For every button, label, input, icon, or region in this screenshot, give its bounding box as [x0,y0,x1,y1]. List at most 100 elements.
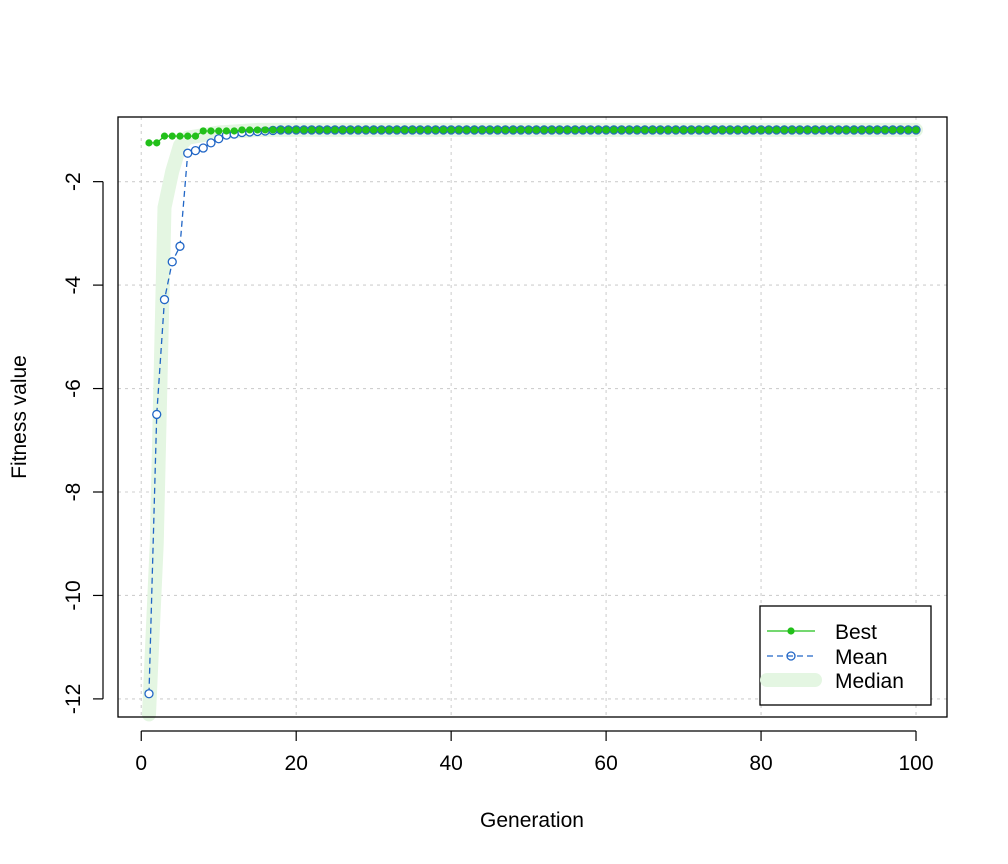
best-point [416,126,424,134]
best-point [246,126,254,134]
best-point [370,126,378,134]
best-point [633,126,641,134]
x-tick-label: 20 [285,752,308,775]
best-point [726,126,734,134]
best-point [896,126,905,134]
mean-point [167,257,177,267]
x-tick-label: 100 [898,752,933,775]
best-point [346,126,355,134]
best-point [222,127,231,135]
best-point [842,126,850,134]
best-point [300,126,308,134]
best-point [532,126,540,134]
best-point [695,126,703,134]
legend-best-label: Best [835,621,877,644]
best-point [757,126,765,134]
best-point [780,126,788,134]
best-series [145,126,920,147]
best-point [408,126,417,134]
best-point [610,126,618,134]
x-tick-label: 60 [594,752,617,775]
best-point [191,132,200,140]
best-point [579,126,587,134]
y-tick-label: -12 [62,684,85,714]
best-point [889,126,897,134]
best-point [703,126,711,134]
best-point [912,126,920,134]
best-point [284,126,293,134]
best-point [261,126,269,134]
best-point [664,126,672,134]
legend-mean-label: Mean [835,646,888,669]
best-point [679,126,688,134]
best-line [148,129,917,144]
best-point [556,126,564,134]
best-point [308,126,316,134]
best-point [772,126,781,134]
best-point [176,132,184,140]
mean-point [144,689,154,699]
best-point [819,126,827,134]
best-point [710,126,719,134]
best-point [602,126,610,134]
best-point [362,126,370,134]
y-tick-label: -10 [62,580,85,610]
best-point [540,126,548,134]
mean-point [190,145,201,156]
best-point [292,126,300,134]
best-point [587,126,595,134]
best-point [625,126,633,134]
best-point [734,126,742,134]
best-point [393,126,401,134]
y-tick-label: -6 [62,379,85,398]
mean-point [198,143,208,153]
best-point [424,126,432,134]
best-point [501,126,509,134]
best-point [447,126,455,134]
legend: Best Mean Median [759,605,932,706]
best-point [687,126,695,134]
best-point [215,127,223,135]
y-axis: -12 -10 -8 -6 -4 -2 [62,172,104,714]
y-axis-label: Fitness value [8,355,31,479]
best-point [160,132,169,140]
best-point [858,126,866,134]
best-point [439,126,448,134]
best-point [277,126,285,134]
best-point [904,126,912,134]
best-point [478,126,486,134]
best-point [749,126,757,134]
best-point [865,126,874,134]
best-point [269,126,277,134]
best-point [672,126,680,134]
best-point [617,126,626,134]
best-point [377,126,386,134]
best-point [463,126,471,134]
best-point [796,126,804,134]
best-point [827,126,835,134]
best-point [517,126,525,134]
plot-frame [117,116,948,718]
mean-point [206,138,216,148]
mean-point [152,409,162,420]
best-point [509,126,517,134]
best-point [486,126,494,134]
best-point [153,139,161,147]
legend-best-marker [787,627,795,635]
legend-median-label: Median [835,670,904,693]
mean-point [159,294,170,305]
best-point [238,126,246,134]
best-point [184,132,192,140]
best-point [873,126,881,134]
best-point [339,126,347,134]
best-point [811,126,819,134]
best-point [765,126,773,134]
x-axis-label: Generation [480,809,584,832]
x-tick-label: 80 [749,752,772,775]
best-point [563,126,571,134]
mean-point [214,134,224,144]
best-point [455,126,463,134]
mean-point [175,241,185,251]
x-tick-label: 40 [439,752,462,775]
